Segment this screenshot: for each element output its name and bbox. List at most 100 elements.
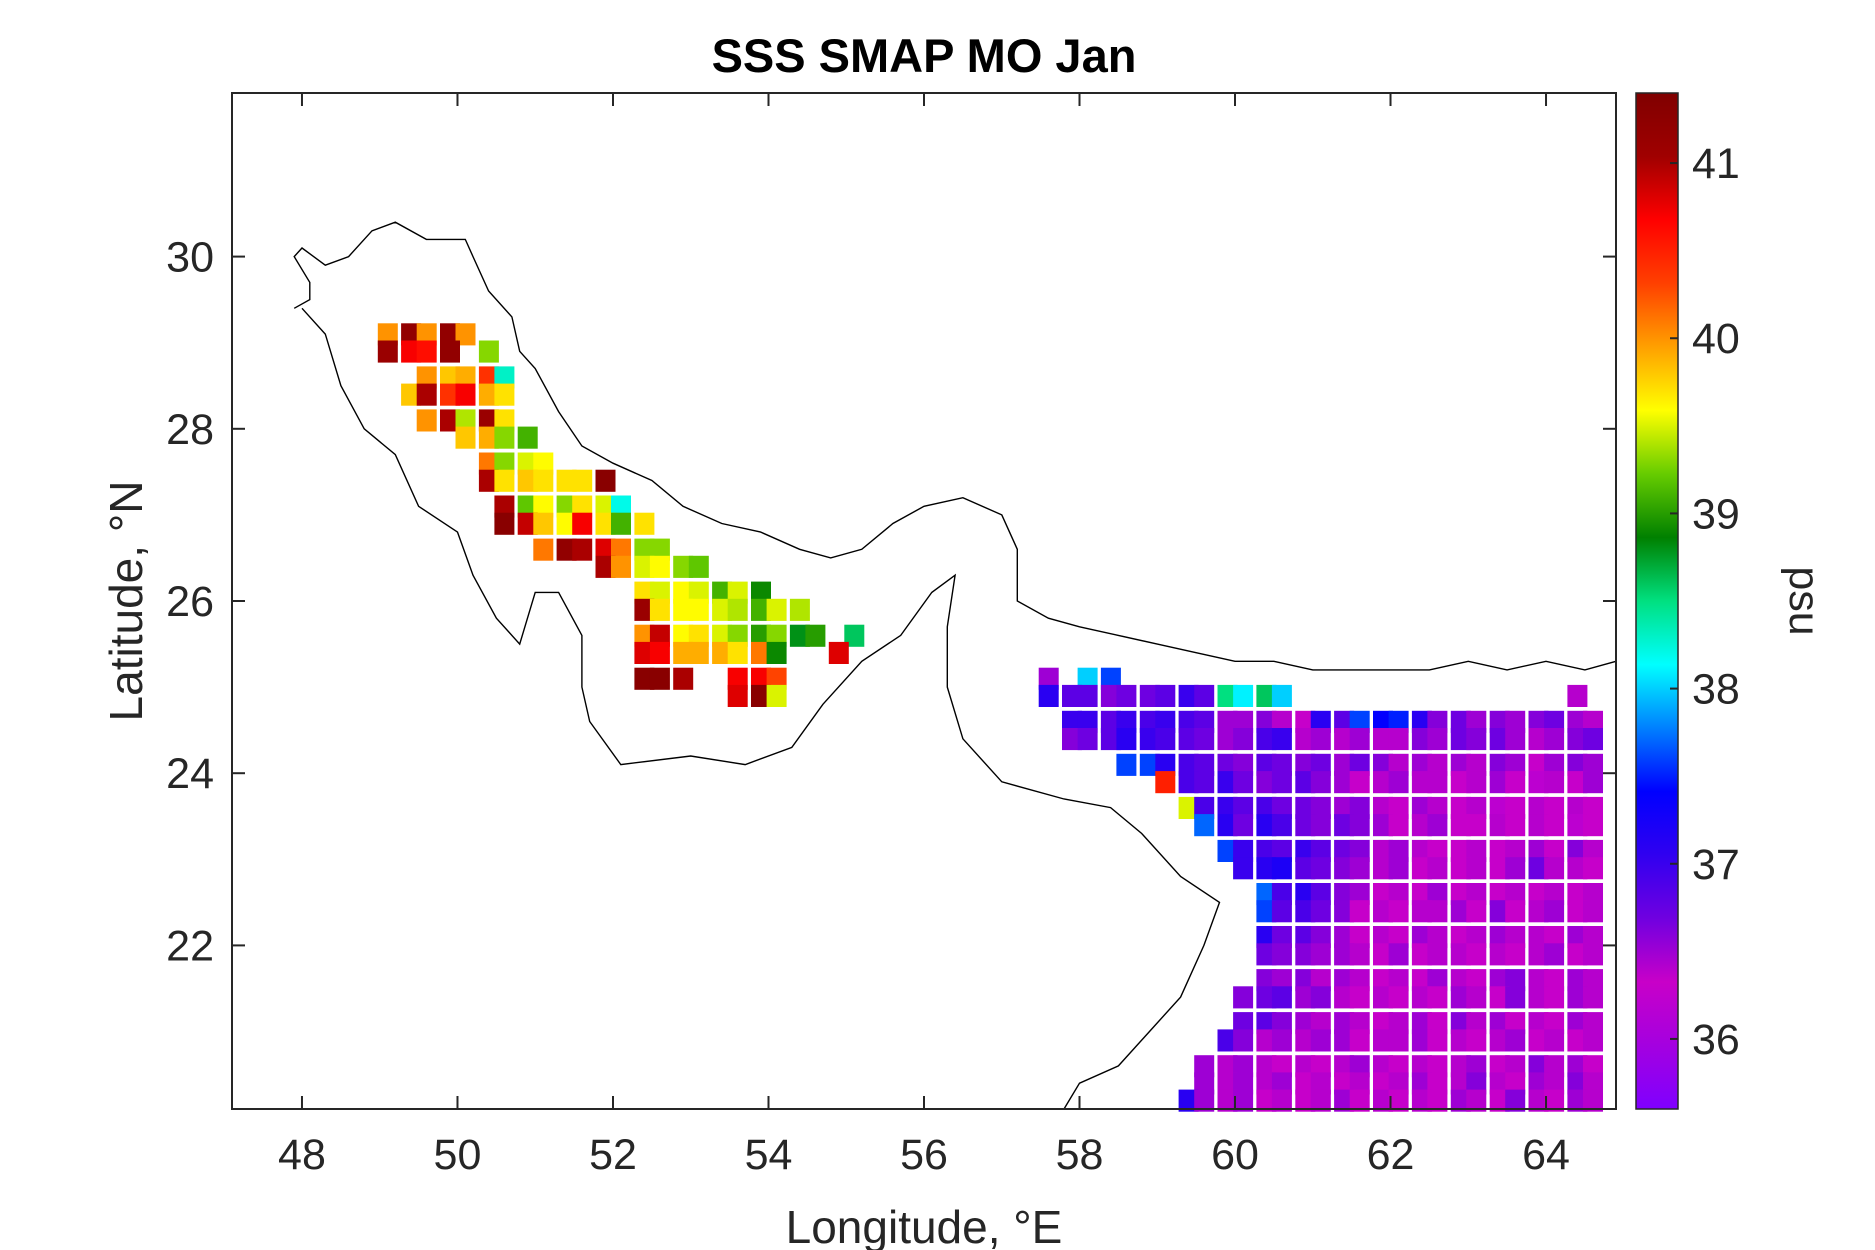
heatmap-cell [1139,728,1160,751]
heatmap-cell [1178,771,1199,794]
heatmap-cell [1271,753,1292,776]
heatmap-cell [1450,710,1471,733]
heatmap-cell [595,555,616,578]
heatmap-cell [1373,710,1393,733]
colorbar-tick-label: 36 [1692,1016,1740,1064]
heatmap-cell [1256,710,1277,733]
heatmap-cell [1583,1055,1603,1078]
heatmap-cell [1233,1089,1254,1112]
heatmap-cell [1038,667,1059,690]
heatmap-cell [556,512,577,535]
heatmap-cell [533,512,554,535]
heatmap-cell [1583,839,1603,862]
heatmap-cell [478,452,499,475]
heatmap-cell [1505,1029,1526,1052]
heatmap-cell [1505,857,1526,880]
heatmap-cell [1583,728,1603,751]
heatmap-cell [1349,796,1370,819]
heatmap-cell [1116,728,1137,751]
heatmap-cell [1528,796,1549,819]
heatmap-cell [1373,814,1393,837]
heatmap-cell [1583,1072,1603,1095]
heatmap-cell [455,426,476,449]
heatmap-cell [1155,753,1176,776]
heatmap-cell [1427,900,1448,923]
heatmap-cell [1295,969,1316,992]
heatmap-cell [1334,771,1355,794]
heatmap-cell [1217,1089,1238,1112]
heatmap-cell [1528,710,1549,733]
heatmap-cell [1528,839,1549,862]
heatmap-cell [1427,857,1448,880]
heatmap-cell [1528,1072,1549,1095]
heatmap-cell [1194,684,1215,707]
heatmap-cell [751,598,771,621]
heatmap-cell [673,555,694,578]
heatmap-cell [1256,969,1277,992]
heatmap-cell [1233,1055,1254,1078]
heatmap-cell [649,667,670,690]
heatmap-cell [1466,1055,1487,1078]
heatmap-cell [712,598,733,621]
heatmap-cell [1373,986,1393,1009]
heatmap-cell [1155,771,1176,794]
heatmap-cell [1544,969,1565,992]
heatmap-cell [440,323,460,346]
heatmap-cell [1489,728,1510,751]
heatmap-cell [1217,684,1238,707]
heatmap-cell [1528,1089,1549,1112]
heatmap-cell [1388,943,1409,966]
heatmap-cell [478,383,499,406]
heatmap-cell [494,495,515,518]
heatmap-cell [1411,1029,1432,1052]
heatmap-cell [1295,814,1316,837]
heatmap-cell [1062,728,1082,751]
heatmap-cell [1505,1072,1526,1095]
heatmap-cell [1489,1055,1510,1078]
heatmap-cell [1544,1029,1565,1052]
heatmap-cell [478,340,499,363]
heatmap-cell [1505,728,1526,751]
heatmap-cell [1271,684,1292,707]
colorbar-tick-label: 37 [1692,841,1740,889]
heatmap-cell [1334,883,1355,906]
heatmap-cell [1256,814,1277,837]
heatmap-cell [634,555,655,578]
heatmap-cell [1544,710,1565,733]
heatmap-cell [1544,1055,1565,1078]
heatmap-cell [401,340,422,363]
heatmap-cell [649,598,670,621]
heatmap-cell [1528,883,1549,906]
heatmap-cell [1271,857,1292,880]
heatmap-cell [1567,814,1588,837]
heatmap-cell [766,684,787,707]
heatmap-cell [766,624,787,647]
heatmap-cell [1427,814,1448,837]
heatmap-cell [1373,753,1393,776]
heatmap-cell [1217,814,1238,837]
heatmap-cell [1450,900,1471,923]
heatmap-cell [1233,728,1254,751]
heatmap-cell [1427,1012,1448,1035]
heatmap-cell [1567,710,1588,733]
heatmap-cell [1466,710,1487,733]
x-axis-label: Longitude, °E [786,1201,1063,1250]
heatmap-cell [1349,857,1370,880]
heatmap-cell [673,598,694,621]
heatmap-cell [1567,986,1588,1009]
heatmap-cell [1489,1012,1510,1035]
heatmap-cell [1505,796,1526,819]
heatmap-cell [1411,1012,1432,1035]
y-tick-label: 28 [166,406,214,454]
heatmap-cell [766,598,787,621]
heatmap-cell [1373,857,1393,880]
heatmap-cell [377,340,398,363]
coastline [293,221,1617,1110]
heatmap-cell [1233,710,1254,733]
heatmap-cell [1233,796,1254,819]
heatmap-cell [1544,883,1565,906]
heatmap-cell [1544,1089,1565,1112]
heatmap-cell [1100,667,1121,690]
heatmap-cell [1271,883,1292,906]
heatmap-cell [634,581,655,604]
